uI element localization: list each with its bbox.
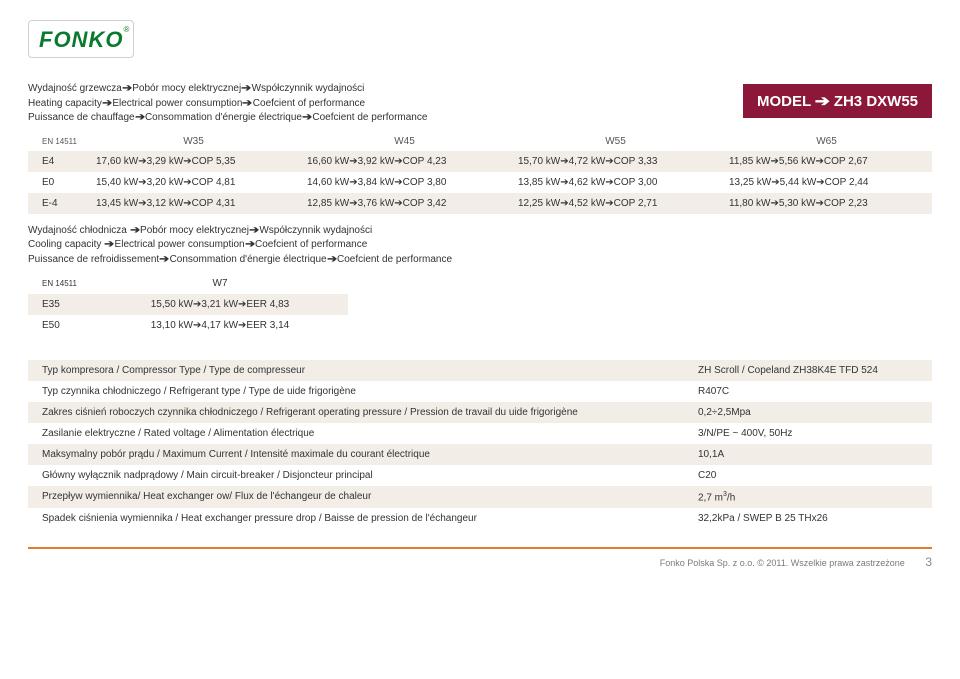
heating-table: EN 14511 W35 W45 W55 W65 E417,60 kW➔3,29…	[28, 132, 932, 214]
footer: Fonko Polska Sp. z o.o. © 2011. Wszelkie…	[28, 547, 932, 569]
col-header: W45	[299, 132, 510, 151]
arrow-icon: ➔	[102, 97, 112, 112]
table-row: E5013,10 kW➔4,17 kW➔EER 3,14	[28, 315, 348, 336]
arrow-icon: ➔	[815, 92, 830, 110]
table-header-row: EN 14511 W7	[28, 273, 348, 294]
col-header: W55	[510, 132, 721, 151]
model-code: ZH3 DXW55	[834, 93, 918, 110]
std-label: EN 14511	[28, 273, 92, 294]
footer-text: Fonko Polska Sp. z o.o. © 2011. Wszelkie…	[660, 558, 905, 568]
table-row: E-413,45 kW➔3,12 kW➔COP 4,3112,85 kW➔3,7…	[28, 193, 932, 214]
table-row: E015,40 kW➔3,20 kW➔COP 4,8114,60 kW➔3,84…	[28, 172, 932, 193]
arrow-icon: ➔	[130, 224, 140, 239]
arrow-icon: ➔	[249, 224, 259, 239]
specs-row: Spadek ciśnienia wymiennika / Heat excha…	[28, 508, 932, 529]
arrow-icon: ➔	[122, 82, 132, 97]
specs-row: Zakres ciśnień roboczych czynnika chłodn…	[28, 402, 932, 423]
logo-text: FONKO	[39, 27, 123, 52]
arrow-icon: ➔	[243, 97, 253, 112]
std-label: EN 14511	[28, 132, 88, 151]
arrow-icon: ➔	[245, 238, 255, 253]
logo-registered: ®	[124, 25, 130, 34]
arrow-icon: ➔	[302, 111, 312, 126]
table-row: E3515,50 kW➔3,21 kW➔EER 4,83	[28, 294, 348, 315]
arrow-icon: ➔	[104, 238, 114, 253]
specs-row: Główny wyłącznik nadprądowy / Main circu…	[28, 465, 932, 486]
specs-row: Typ kompresora / Compressor Type / Type …	[28, 360, 932, 381]
arrow-icon: ➔	[159, 253, 169, 268]
table-header-row: EN 14511 W35 W45 W55 W65	[28, 132, 932, 151]
specs-row: Maksymalny pobór prądu / Maximum Current…	[28, 444, 932, 465]
specs-table: Typ kompresora / Compressor Type / Type …	[28, 360, 932, 529]
page-number: 3	[925, 555, 932, 569]
col-header: W35	[88, 132, 299, 151]
model-label: MODEL	[757, 93, 811, 110]
arrow-icon: ➔	[241, 82, 251, 97]
logo: FONKO®	[28, 20, 932, 58]
arrow-icon: ➔	[135, 111, 145, 126]
specs-row: Przepływ wymiennika/ Heat exchanger ow/ …	[28, 486, 932, 508]
cooling-description: Wydajność chłodnicza ➔Pobór mocy elektry…	[28, 224, 488, 268]
arrow-icon: ➔	[327, 253, 337, 268]
specs-row: Typ czynnika chłodniczego / Refrigerant …	[28, 381, 932, 402]
col-header: W7	[92, 273, 348, 294]
col-header: W65	[721, 132, 932, 151]
table-row: E417,60 kW➔3,29 kW➔COP 5,3516,60 kW➔3,92…	[28, 151, 932, 172]
spec-val-flow: 2,7 m3/h	[698, 491, 918, 503]
cooling-table: EN 14511 W7 E3515,50 kW➔3,21 kW➔EER 4,83…	[28, 273, 348, 336]
specs-row: Zasilanie elektryczne / Rated voltage / …	[28, 423, 932, 444]
heating-description: Wydajność grzewcza➔Pobór mocy elektryczn…	[28, 82, 488, 126]
model-badge: MODEL ➔ ZH3 DXW55	[743, 84, 932, 118]
